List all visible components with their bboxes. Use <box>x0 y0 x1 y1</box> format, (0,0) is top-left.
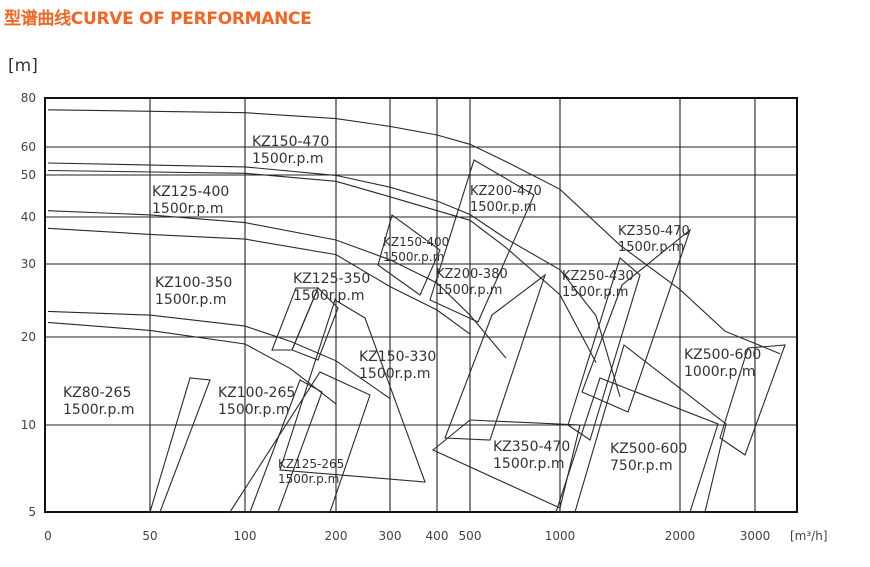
performance-curve-1 <box>47 109 781 355</box>
pump-labels: KZ150-4701500r.p.mKZ125-4001500r.p.mKZ20… <box>63 134 761 486</box>
pump-model-label: KZ500-600 <box>610 441 687 457</box>
x-tick-label: 1000 <box>545 529 576 543</box>
pump-model-label: KZ125-350 <box>293 271 370 287</box>
pump-speed-label: 1500r.p.m <box>63 402 135 418</box>
performance-curve-3 <box>47 169 597 363</box>
pump-speed-label: 1500r.p.m <box>470 200 536 215</box>
operating-zone-10 <box>567 257 641 441</box>
pump-model-label: KZ125-400 <box>152 184 229 200</box>
pump-model-label: KZ350-470 <box>618 224 690 239</box>
x-axis-unit: [m³/h] <box>790 529 828 543</box>
pump-model-label: KZ200-380 <box>436 267 508 282</box>
pump-model-label: KZ150-470 <box>252 134 329 150</box>
x-tick-label: 400 <box>426 529 449 543</box>
x-tick-label: 300 <box>379 529 402 543</box>
performance-curve-2 <box>47 162 621 397</box>
pump-speed-label: 1500r.p.m <box>359 366 431 382</box>
pump-speed-label: 750r.p.m <box>610 458 673 474</box>
pump-speed-label: 1500r.p.m <box>155 292 227 308</box>
y-tick-label: 50 <box>21 168 36 182</box>
y-tick-label: 40 <box>21 210 36 224</box>
pump-model-label: KZ250-430 <box>562 269 634 284</box>
y-tick-label: 60 <box>21 140 36 154</box>
x-tick-label: 500 <box>459 529 482 543</box>
pump-speed-label: 1500r.p.m <box>562 285 628 300</box>
pump-speed-label: 1000r.p.m <box>684 364 756 380</box>
pump-speed-label: 1500r.p.m <box>278 472 339 486</box>
pump-model-label: KZ150-400 <box>383 235 449 249</box>
pump-model-label: KZ500-600 <box>684 347 761 363</box>
y-axis-unit: [m] <box>8 56 38 76</box>
chart-grid <box>44 97 798 513</box>
performance-curve-6 <box>47 310 391 400</box>
pump-speed-label: 1500r.p.m <box>436 283 502 298</box>
pump-model-label: KZ100-350 <box>155 275 232 291</box>
pump-speed-label: 1500r.p.m <box>493 456 565 472</box>
operating-zone-2 <box>291 287 339 361</box>
pump-model-label: KZ350-470 <box>493 439 570 455</box>
operating-zone-9 <box>377 214 441 296</box>
y-tick-label: 20 <box>21 330 36 344</box>
y-tick-label: 5 <box>28 505 36 519</box>
performance-curve-4 <box>47 210 507 359</box>
pump-model-label: KZ125-265 <box>278 457 344 471</box>
x-tick-label: 50 <box>142 529 157 543</box>
pump-model-label: KZ150-330 <box>359 349 436 365</box>
pump-speed-label: 1500r.p.m <box>152 201 224 217</box>
axis-ticks: 80 60 50 40 30 20 10 50 50 100 200 300 400 500 1000 200… <box>21 91 828 543</box>
pump-model-label: KZ200-470 <box>470 184 542 199</box>
y-tick-label: 30 <box>21 257 36 271</box>
operating-zone-8 <box>444 273 547 441</box>
performance-curve-5 <box>47 227 471 335</box>
y-tick-label: 10 <box>21 418 36 432</box>
operating-zone-6 <box>149 377 211 513</box>
operating-zone-5 <box>279 299 426 483</box>
y-tick-label: 80 <box>21 91 36 105</box>
pump-speed-label: 1500r.p.m <box>383 250 444 264</box>
chart-title: 型谱曲线CURVE OF PERFORMANCE <box>4 9 312 29</box>
pump-speed-label: 1500r.p.m <box>618 240 684 255</box>
plot-frame <box>44 97 798 513</box>
pump-speed-label: 1500r.p.m <box>293 288 365 304</box>
x-tick-label: 100 <box>234 529 257 543</box>
performance-curves <box>47 109 781 405</box>
operating-zones <box>149 159 786 513</box>
x-tick-label: 2000 <box>665 529 696 543</box>
x-tick-label: 200 <box>325 529 348 543</box>
operating-zone-7 <box>429 159 535 323</box>
x-tick-label: 0 <box>44 529 52 543</box>
pump-speed-label: 1500r.p.m <box>218 402 290 418</box>
pump-speed-label: 1500r.p.m <box>252 151 324 167</box>
operating-zone-11 <box>581 228 692 413</box>
x-tick-label: 3000 <box>740 529 771 543</box>
operating-zone-12 <box>719 344 786 456</box>
operating-zone-14 <box>555 377 719 513</box>
pump-model-label: KZ100-265 <box>218 385 295 401</box>
performance-curve-7 <box>47 321 337 405</box>
pump-model-label: KZ80-265 <box>63 385 131 401</box>
operating-zone-4 <box>228 371 371 513</box>
operating-zone-15 <box>431 419 581 509</box>
